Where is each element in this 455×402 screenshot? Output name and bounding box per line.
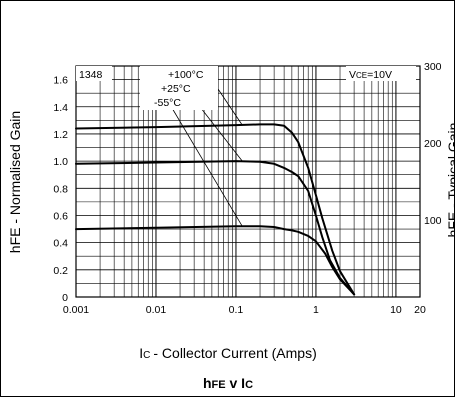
chart-title: hFE v IC	[203, 375, 253, 391]
y-tick-label: 0.4	[53, 238, 68, 250]
x-tick-label: 0.01	[146, 304, 167, 316]
y-tick-label: 1.4	[53, 102, 68, 114]
series-label-25c: +25°C	[161, 83, 191, 95]
leader-line-minus55c	[171, 107, 243, 227]
x-tick-label: 1	[313, 304, 319, 316]
series-label-box	[140, 66, 218, 110]
x-axis-title: IC - Collector Current (Amps)	[139, 345, 317, 361]
y2-tick-label: 200	[424, 138, 442, 150]
series-label-100c: +100°C	[168, 69, 204, 81]
y2-tick-labels: 100 200 300	[424, 61, 442, 227]
x-tick-label: 0.1	[229, 304, 244, 316]
y2-tick-label: 300	[424, 61, 442, 73]
condition-box	[346, 66, 416, 81]
y-tick-labels: 0 0.2 0.4 0.6 0.8 1.0 1.2 1.4 1.6	[53, 75, 68, 304]
part-number: 1348	[79, 69, 103, 81]
series-line-100c	[75, 123, 356, 296]
x-tick-label: 10	[390, 304, 402, 316]
x-tick-label: 0.001	[63, 304, 89, 316]
y-tick-label: 1.0	[53, 156, 68, 168]
part-number-box	[76, 66, 112, 81]
y2-tick-label: 100	[424, 215, 442, 227]
y-tick-label: 1.6	[53, 75, 68, 87]
series-label-minus55c: -55°C	[154, 97, 181, 109]
series-line-minus55c	[75, 225, 356, 296]
x-tick-label: 20	[414, 304, 426, 316]
y-axis-title: hFE - Normalised Gain	[7, 111, 23, 253]
plot-border	[75, 65, 421, 298]
y-tick-label: 0.8	[53, 183, 68, 195]
y2-axis-title: hFE - Typical Gain	[445, 123, 455, 238]
x-tick-labels: 0.001 0.01 0.1 1 10 20	[63, 304, 426, 316]
series-line-25c	[75, 160, 356, 296]
grid	[75, 66, 421, 297]
y-tick-label: 1.2	[53, 129, 68, 141]
series-lines	[75, 123, 356, 296]
y-tick-label: 0	[62, 292, 68, 304]
y-tick-label: 0.6	[53, 210, 68, 222]
condition-label: VCE=10V	[349, 69, 392, 81]
y-tick-label: 0.2	[53, 265, 68, 277]
